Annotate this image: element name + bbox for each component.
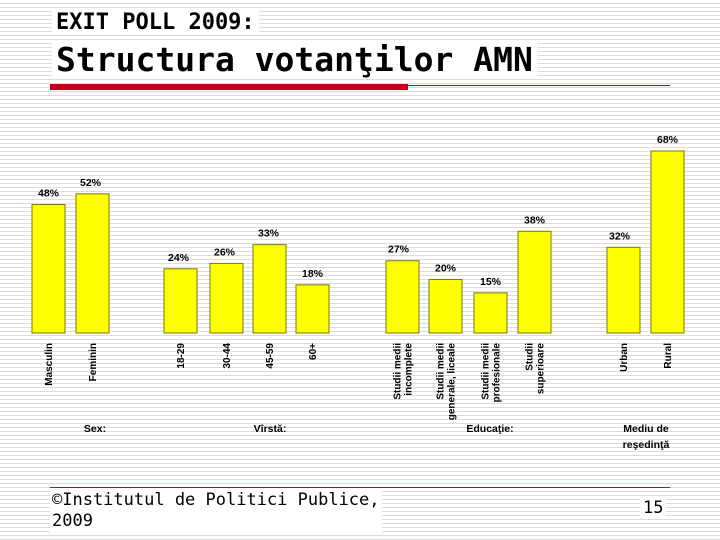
data-label-2-3: 38%: [524, 214, 546, 226]
category-label-1-3: 60+: [308, 343, 319, 360]
footer-divider: [50, 487, 670, 488]
group-label-0: Sex:: [84, 423, 106, 435]
group-label-2: Educaţie:: [466, 423, 513, 435]
slide-title: Structura votanţilor AMN: [52, 40, 537, 79]
bar-1-0: [163, 268, 198, 334]
category-label-2-1: Studii mediigenerale, liceale: [436, 343, 458, 421]
group-label-3-line-1: reşedinţă: [623, 439, 670, 451]
category-label-2-0: Studii mediiincomplete: [393, 343, 415, 400]
data-label-0-0: 48%: [38, 188, 60, 200]
data-label-2-1: 20%: [435, 262, 457, 274]
bar-2-2: [473, 292, 508, 334]
category-label-3-0: Urban: [619, 343, 630, 372]
bar-2-1: [428, 278, 463, 334]
category-label-0-0: Masculin: [44, 343, 55, 386]
copyright-line-2: 2009: [52, 511, 93, 531]
data-label-2-2: 15%: [480, 276, 502, 288]
group-label-1: Vîrstă:: [254, 423, 287, 435]
bar-3-0: [606, 246, 641, 334]
data-label-1-2: 33%: [258, 228, 280, 240]
copyright-line-1: ©Institutul de Politici Publice,: [52, 490, 380, 510]
category-label-1-0: 18-29: [176, 343, 187, 369]
category-label-1-2: 45-59: [265, 343, 276, 369]
page-number: 15: [640, 498, 667, 518]
category-label-2-2: Studii mediiprofesionale: [481, 343, 503, 403]
bar-1-3: [295, 284, 330, 334]
bar-1-2: [252, 244, 287, 334]
data-label-2-0: 27%: [388, 244, 410, 256]
title-underline: [50, 84, 408, 90]
category-label-0-1: Feminin: [88, 343, 99, 381]
data-label-1-0: 24%: [168, 252, 190, 264]
bar-1-1: [209, 262, 244, 334]
copyright-notice: ©Institutul de Politici Publice, 2009: [50, 490, 382, 532]
data-label-3-0: 32%: [609, 230, 631, 242]
slide-subtitle: EXIT POLL 2009:: [52, 10, 259, 35]
data-label-1-3: 18%: [302, 268, 324, 280]
category-label-2-3: Studiisuperioare: [525, 343, 547, 395]
title-underline-thin: [408, 85, 670, 86]
bar-0-1: [75, 193, 110, 334]
bar-0-0: [31, 204, 66, 334]
data-label-1-1: 26%: [214, 246, 236, 258]
category-label-3-1: Rural: [663, 343, 674, 369]
category-label-1-1: 30-44: [222, 343, 233, 369]
data-label-3-1: 68%: [657, 134, 679, 146]
group-label-3-line-0: Mediu de: [623, 423, 669, 435]
bar-2-3: [517, 230, 552, 334]
data-label-0-1: 52%: [80, 177, 102, 189]
bar-3-1: [650, 150, 685, 334]
bar-2-0: [385, 260, 420, 334]
